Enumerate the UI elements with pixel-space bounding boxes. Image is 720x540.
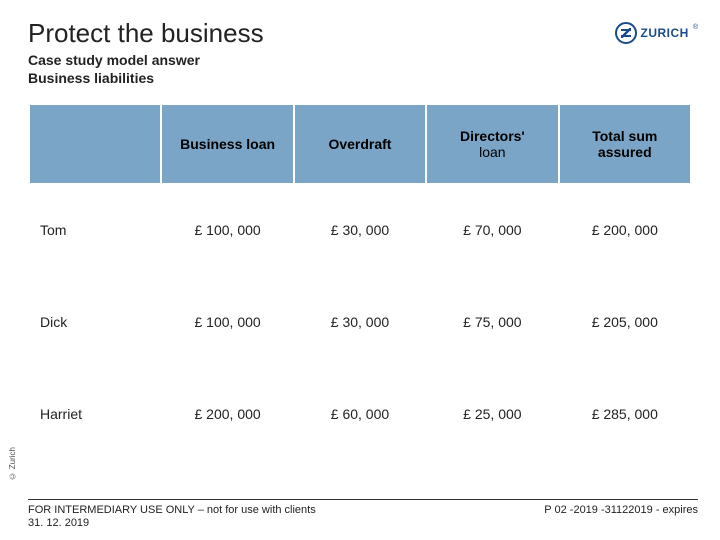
page-subtitle: Case study model answer Business liabili… xyxy=(28,51,692,87)
copyright-text: © Zurich xyxy=(8,447,17,480)
footer-date: 31. 12. 2019 xyxy=(28,517,89,529)
row-name: Tom xyxy=(30,185,160,275)
registered-icon: ® xyxy=(693,24,698,31)
cell: £ 205, 000 xyxy=(560,277,690,367)
table-header-cell: Overdraft xyxy=(295,105,425,183)
cell: £ 75, 000 xyxy=(427,277,557,367)
page-title: Protect the business xyxy=(28,18,692,49)
table-header-cell: Directors' loan xyxy=(427,105,557,183)
cell: £ 70, 000 xyxy=(427,185,557,275)
brand-logo: ZURICH ® xyxy=(615,22,699,44)
footer-right: P 02 -2019 -31122019 - expires xyxy=(544,504,698,530)
footer-divider xyxy=(28,499,698,500)
table-header-blank xyxy=(30,105,160,183)
col-header-line: loan xyxy=(479,144,505,160)
liabilities-table: Business loan Overdraft Directors' loan … xyxy=(28,103,692,461)
table-header-row: Business loan Overdraft Directors' loan … xyxy=(30,105,690,183)
zurich-logo-icon xyxy=(615,22,637,44)
cell: £ 200, 000 xyxy=(560,185,690,275)
brand-name: ZURICH xyxy=(641,26,689,40)
cell: £ 30, 000 xyxy=(295,185,425,275)
footer-left: FOR INTERMEDIARY USE ONLY – not for use … xyxy=(28,504,316,530)
cell: £ 200, 000 xyxy=(162,369,292,459)
subtitle-line: Business liabilities xyxy=(28,69,692,87)
table-header-cell: Total sum assured xyxy=(560,105,690,183)
footer-row: FOR INTERMEDIARY USE ONLY – not for use … xyxy=(28,504,698,530)
cell: £ 60, 000 xyxy=(295,369,425,459)
cell: £ 25, 000 xyxy=(427,369,557,459)
cell: £ 100, 000 xyxy=(162,277,292,367)
header: ZURICH ® Protect the business Case study … xyxy=(0,0,720,91)
table-row: Harriet £ 200, 000 £ 60, 000 £ 25, 000 £… xyxy=(30,369,690,459)
col-header-line: Directors' xyxy=(460,128,525,144)
footer: FOR INTERMEDIARY USE ONLY – not for use … xyxy=(0,499,720,530)
disclaimer-text: FOR INTERMEDIARY USE ONLY – not for use … xyxy=(28,504,316,516)
table-header-cell: Business loan xyxy=(162,105,292,183)
table-row: Tom £ 100, 000 £ 30, 000 £ 70, 000 £ 200… xyxy=(30,185,690,275)
cell: £ 285, 000 xyxy=(560,369,690,459)
row-name: Dick xyxy=(30,277,160,367)
table-row: Dick £ 100, 000 £ 30, 000 £ 75, 000 £ 20… xyxy=(30,277,690,367)
cell: £ 100, 000 xyxy=(162,185,292,275)
row-name: Harriet xyxy=(30,369,160,459)
cell: £ 30, 000 xyxy=(295,277,425,367)
subtitle-line: Case study model answer xyxy=(28,51,692,69)
